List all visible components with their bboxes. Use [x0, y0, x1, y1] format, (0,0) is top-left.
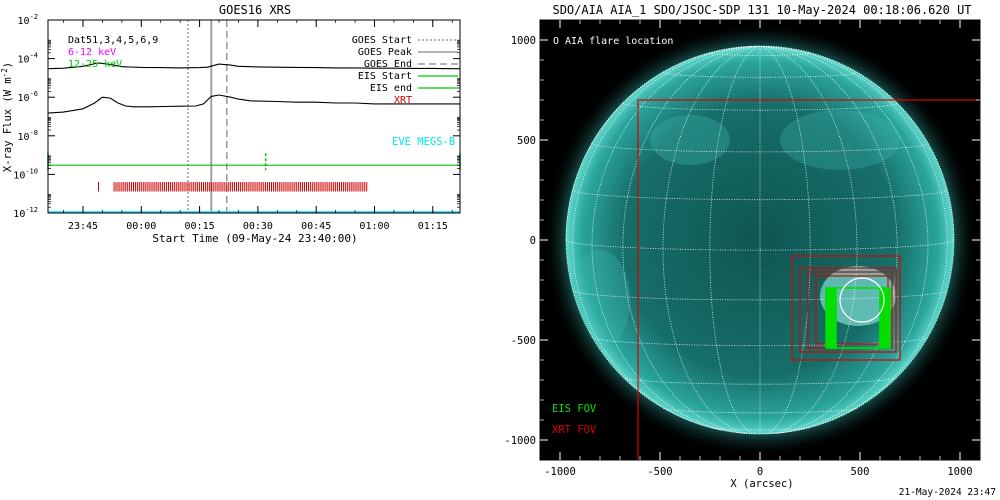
grid-parallel — [709, 52, 811, 56]
goes-title: GOES16 XRS — [219, 3, 291, 17]
goes-x-tick-label: 00:15 — [185, 221, 215, 232]
aia-y-tick-label: -1000 — [504, 435, 536, 447]
eis-fov-label: EIS FOV — [552, 403, 597, 415]
grid-meridian — [759, 45, 811, 435]
grid-meridian — [709, 45, 761, 435]
active-region-glow — [650, 115, 730, 165]
goes-x-tick-label: 23:45 — [68, 221, 98, 232]
goes-legend-right-label: GOES End — [364, 59, 412, 70]
aia-image — [542, 22, 980, 460]
goes-y-tick-label: 10-6 — [18, 90, 38, 104]
grid-parallel — [623, 377, 897, 385]
grid-parallel — [572, 290, 948, 301]
goes-legend-right-label: EIS end — [370, 83, 412, 94]
goes-series-2-line — [47, 94, 460, 114]
flare-legend: O AIA flare location — [553, 36, 673, 47]
goes-x-tick-label: 00:30 — [243, 221, 273, 232]
xrt-fov-box — [799, 267, 897, 353]
footer-timestamp: 21-May-2024 23:47 — [899, 487, 996, 498]
aia-y-tick-label: 500 — [517, 135, 536, 147]
active-region-glow — [820, 266, 896, 326]
goes-ylabel: X-ray Flux (W m-2) — [0, 62, 14, 172]
goes-y-tick-label: 10-10 — [13, 167, 38, 181]
eis-fov-box — [879, 287, 891, 349]
goes-series-1-line — [47, 62, 460, 70]
goes-plot-area — [47, 20, 461, 214]
goes-y-tick-label: 10-2 — [18, 13, 38, 27]
aia-y-tick-label: -500 — [511, 335, 536, 347]
aia-x-axis: -1000 -500 0 500 1000 — [544, 20, 973, 478]
grid-meridian — [759, 45, 858, 434]
aia-y-tick-label: 0 — [530, 235, 536, 247]
goes-legend-right-label: XRT — [394, 95, 412, 106]
grid-parallel — [622, 102, 898, 111]
aia-title: SDO/AIA AIA_1 SDO/JSOC-SDP 131 10-May-20… — [552, 3, 971, 17]
grid-meridian — [662, 45, 761, 434]
goes-y-tick-label: 10-8 — [18, 129, 38, 143]
aia-y-axis: 1000 500 0 -500 -1000 — [504, 35, 980, 447]
xrt-fov-box — [637, 99, 980, 460]
aia-xlabel: X (arcsec) — [730, 478, 793, 490]
eis-fov-box — [825, 287, 837, 349]
grid-parallel — [591, 336, 929, 347]
goes-x-tick-label: 00:00 — [126, 221, 156, 232]
sun-disk — [566, 46, 954, 434]
grid-limb — [565, 45, 955, 435]
grid-parallel — [591, 142, 929, 153]
goes-panel: GOES16 XRS 10-12 10-10 10-8 10-6 10-4 10-2 23… — [0, 3, 461, 245]
goes-x-tick-label: 01:15 — [418, 221, 448, 232]
goes-legend-right-label: GOES Peak — [358, 47, 412, 58]
grid-parallel — [565, 239, 955, 251]
aia-x-tick-label: -1000 — [544, 466, 576, 478]
flare-location-circle — [839, 277, 885, 323]
goes-legend-left-entry: 6-12 keV — [68, 47, 116, 58]
goes-legend-left-entry: 12-25 keV — [68, 59, 122, 70]
aia-x-tick-label: 1000 — [947, 466, 972, 478]
goes-y-tick-label: 10-12 — [13, 206, 38, 220]
goes-x-tick-label: 01:00 — [359, 221, 389, 232]
goes-x-axis: 23:45 00:00 00:15 00:30 00:45 01:00 01:15 — [63, 20, 453, 232]
goes-x-tick-label: 00:45 — [301, 221, 331, 232]
grid-parallel — [572, 189, 948, 201]
goes-y-tick-label: 10-4 — [18, 52, 38, 66]
goes-y-axis: 10-12 10-10 10-8 10-6 10-4 10-2 — [13, 13, 460, 220]
eis-fov-boxes — [825, 287, 891, 349]
grid-parallel — [662, 72, 858, 78]
aia-x-tick-label: 0 — [757, 466, 763, 478]
xrt-fov-label: XRT FOV — [552, 424, 597, 436]
aia-y-tick-label: 1000 — [511, 35, 536, 47]
goes-legend-right-label: EIS Start — [358, 71, 412, 82]
heliographic-grid — [565, 45, 955, 435]
goes-legend-left-entry: Dat51,3,4,5,6,9 — [68, 35, 158, 46]
goes-plot-frame — [47, 19, 461, 214]
aia-panel: SDO/AIA AIA_1 SDO/JSOC-SDP 131 10-May-20… — [504, 3, 981, 490]
active-region-glow — [780, 110, 900, 170]
eve-label: EVE MEGS-B — [392, 136, 455, 148]
aia-x-tick-label: -500 — [647, 466, 672, 478]
aia-x-tick-label: 500 — [851, 466, 870, 478]
grid-meridian — [759, 45, 898, 434]
grid-meridian — [622, 45, 761, 434]
goes-xlabel: Start Time (09-May-24 23:40:00) — [152, 232, 357, 245]
xrt-fov-box — [791, 255, 901, 361]
goes-legend-right-label: GOES Start — [352, 35, 412, 46]
